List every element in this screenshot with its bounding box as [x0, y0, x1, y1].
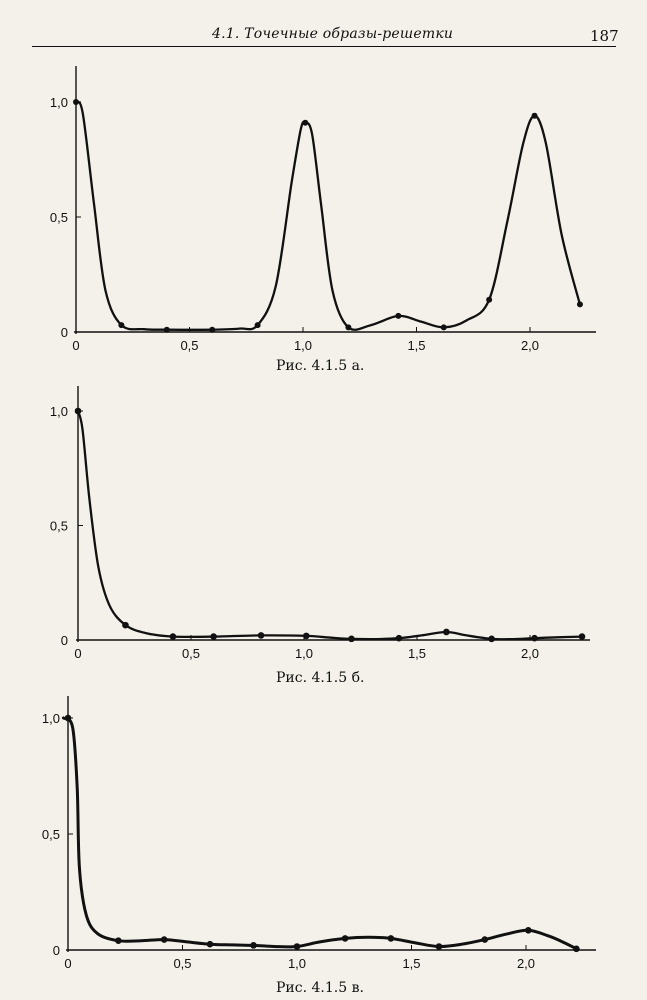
data-point: [348, 635, 355, 643]
data-point: [118, 322, 125, 329]
x-tick-label: 1,0: [288, 956, 306, 971]
header-rule: [32, 46, 616, 47]
data-point: [345, 324, 352, 331]
chart-b-caption: Рис. 4.1.5 б.: [276, 670, 365, 686]
data-point: [576, 301, 583, 308]
x-tick-label: 0,5: [180, 338, 198, 353]
data-point: [74, 407, 82, 415]
chart-b: 0 0,5 1,0 1,5 2,0 0 0,5 1,0: [50, 386, 590, 661]
x-tick-label: 0,5: [173, 956, 191, 971]
data-point: [293, 943, 301, 950]
x-tick-label: 0: [72, 338, 79, 353]
y-tick-label: 1,0: [42, 711, 60, 726]
y-tick-label: 0,5: [50, 210, 68, 225]
x-tick-label: 2,0: [521, 646, 539, 661]
page-number: 187: [590, 27, 619, 45]
x-tick-label: 0: [74, 646, 81, 661]
y-tick-label: 0: [53, 943, 60, 958]
data-point: [481, 936, 489, 943]
x-tick-label: 1,0: [294, 338, 312, 353]
data-point: [115, 937, 122, 945]
chart-a: 0 0,5 1,0 1,5 2,0 0 0,5 1,0: [50, 66, 596, 353]
data-point: [163, 326, 170, 333]
x-tick-label: 0,5: [182, 646, 200, 661]
data-point: [169, 633, 177, 640]
y-tick-label: 0,5: [50, 519, 68, 534]
y-tick-label: 0: [61, 633, 68, 648]
data-point: [524, 926, 532, 934]
series-line: [74, 100, 582, 331]
data-point: [122, 621, 129, 629]
data-point: [440, 324, 447, 331]
x-tick-label: 1,5: [407, 338, 425, 353]
data-point: [160, 936, 168, 943]
data-point: [531, 634, 538, 642]
x-tick-label: 1,5: [402, 956, 420, 971]
data-point: [341, 935, 349, 942]
y-tick-label: 1,0: [50, 404, 68, 419]
running-title: 4.1. Точечные образы-решетки: [212, 26, 454, 42]
data-point: [209, 326, 216, 333]
data-point: [488, 635, 495, 643]
data-point: [206, 940, 214, 948]
data-point: [573, 945, 580, 953]
x-tick-label: 2,0: [517, 956, 535, 971]
data-point: [443, 628, 450, 636]
data-point: [73, 99, 79, 105]
y-tick-label: 1,0: [50, 95, 68, 110]
series-line: [61, 716, 578, 951]
data-point: [210, 633, 217, 640]
data-point: [435, 943, 443, 950]
series-line: [76, 409, 584, 641]
data-point: [250, 942, 257, 949]
data-point: [395, 312, 402, 319]
data-point: [531, 112, 538, 119]
data-point: [257, 632, 265, 639]
data-point: [64, 714, 72, 722]
data-point: [387, 935, 395, 942]
x-tick-label: 2,0: [521, 338, 539, 353]
x-tick-label: 0: [64, 956, 71, 971]
data-point: [486, 296, 493, 303]
x-tick-label: 1,0: [295, 646, 313, 661]
data-point: [302, 632, 310, 640]
chart-a-caption: Рис. 4.1.5 а.: [276, 358, 365, 374]
x-tick-label: 1,5: [408, 646, 426, 661]
y-tick-label: 0,5: [42, 827, 60, 842]
data-point: [578, 633, 586, 640]
data-point: [254, 322, 261, 329]
data-point: [302, 119, 309, 126]
page-header: 4.1. Точечные образы-решетки 187: [0, 0, 647, 56]
chart-c: 0 0,5 1,0 1,5 2,0 0 0,5 1,0: [42, 696, 596, 971]
y-tick-label: 0: [61, 325, 68, 340]
chart-c-caption: Рис. 4.1.5 в.: [276, 980, 364, 996]
data-point: [395, 634, 403, 642]
